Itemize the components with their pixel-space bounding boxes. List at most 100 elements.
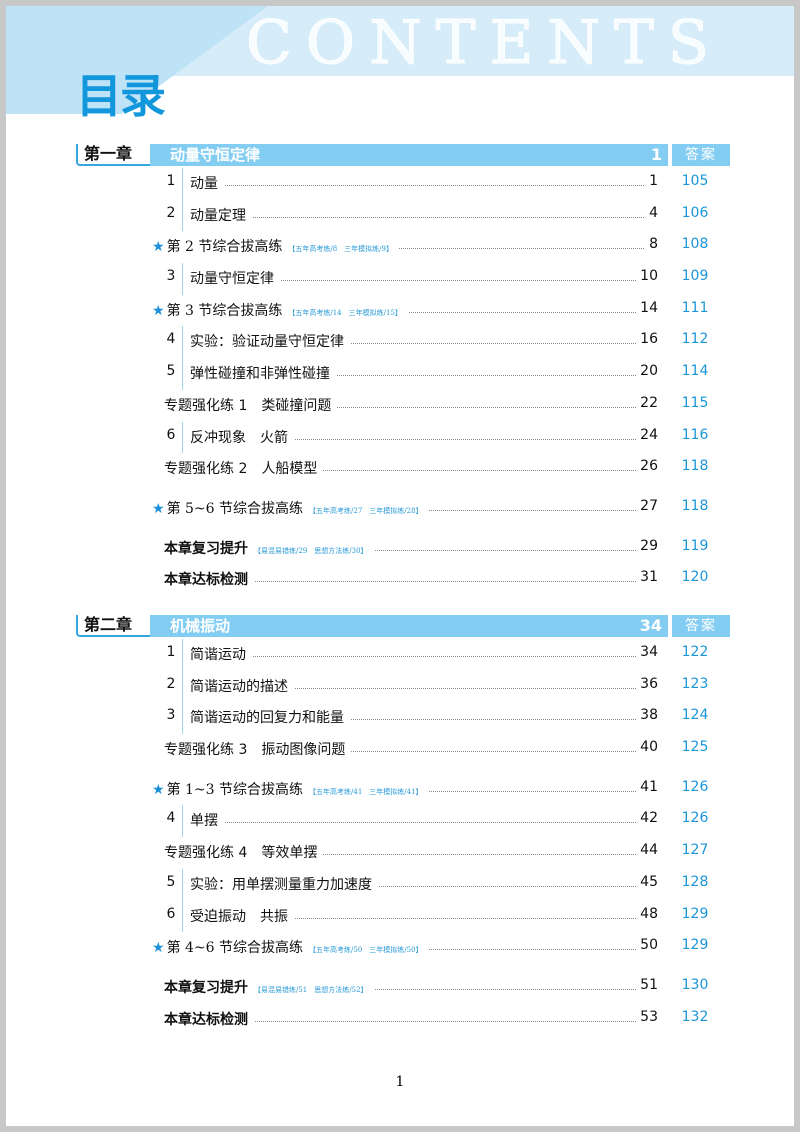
answer-page[interactable]: 112 <box>681 331 709 348</box>
answer-page[interactable]: 129 <box>681 905 709 922</box>
divider <box>182 421 183 454</box>
toc-entry[interactable]: 5 实验：用单摆测量重力加速度 45 128 <box>6 868 794 901</box>
entry-title-text: 第 3 节综合拔高练 <box>166 302 283 319</box>
answer-page[interactable]: 115 <box>681 394 709 411</box>
entry-title-text: 专题强化练 3 振动图像问题 <box>164 742 346 759</box>
entry-title: 弹性碰撞和非弹性碰撞 <box>190 363 336 384</box>
entry-title-text: 第 4~6 节综合拔高练 <box>166 940 304 957</box>
toc-entry[interactable]: 专题强化练 4 等效单摆 44 127 <box>6 837 794 869</box>
dot-leader <box>190 343 654 345</box>
answer-page[interactable]: 122 <box>681 644 709 660</box>
answer-page[interactable]: 105 <box>681 173 709 189</box>
toc-entry[interactable]: 1 简谐运动 34 122 <box>6 639 794 671</box>
dot-leader <box>190 917 654 919</box>
dot-leader <box>190 719 654 721</box>
entry-title-text: 专题强化练 1 类碰撞问题 <box>164 397 332 414</box>
section-number: 6 <box>166 426 176 443</box>
entry-title-text: 第 5~6 节综合拔高练 <box>166 500 304 517</box>
entry-page: 38 <box>636 707 658 724</box>
answer-page[interactable]: 123 <box>681 675 709 692</box>
toc-entry[interactable]: ★ 第 1~3 节综合拔高练 【五年高考练/41 三年模拟练/41】 41 126 <box>6 774 794 806</box>
answer-page[interactable]: 132 <box>681 1008 709 1025</box>
entry-title: 专题强化练 4 等效单摆 <box>164 842 324 863</box>
chapter-title-bar[interactable]: 动量守恒定律 1 <box>150 144 668 166</box>
entry-page: 53 <box>636 1008 658 1025</box>
entry-page: 51 <box>636 976 658 993</box>
answer-page[interactable]: 108 <box>681 236 709 253</box>
answer-page[interactable]: 118 <box>681 458 709 475</box>
entry-title-text: 动量 <box>190 176 218 192</box>
answer-page[interactable]: 126 <box>681 778 709 795</box>
dot-leader <box>190 854 654 856</box>
answer-page[interactable]: 116 <box>681 426 709 443</box>
dot-leader <box>190 185 654 186</box>
toc-entry[interactable]: 专题强化练 3 振动图像问题 40 125 <box>6 734 794 766</box>
entry-page: 27 <box>636 497 658 514</box>
answer-page[interactable]: 119 <box>681 537 709 554</box>
answer-page[interactable]: 118 <box>681 497 709 514</box>
answer-header: 答案 <box>672 615 730 637</box>
entry-page: 42 <box>636 810 658 827</box>
dot-leader <box>190 248 654 250</box>
toc-entry[interactable]: 2 简谐运动的描述 36 123 <box>6 670 794 703</box>
entry-title: ★ 第 5~6 节综合拔高练 【五年高考练/27 三年模拟练/28】 <box>152 497 429 518</box>
answer-page[interactable]: 127 <box>681 842 709 859</box>
answer-page[interactable]: 124 <box>681 707 709 724</box>
entry-title: ★ 第 1~3 节综合拔高练 【五年高考练/41 三年模拟练/41】 <box>152 778 429 799</box>
toc-entry[interactable]: 5 弹性碰撞和非弹性碰撞 20 114 <box>6 358 794 390</box>
chapter-title-bar[interactable]: 机械振动 34 <box>150 615 668 637</box>
answer-page[interactable]: 130 <box>681 976 709 993</box>
star-icon: ★ <box>152 239 165 256</box>
toc-entry[interactable]: ★ 第 4~6 节综合拔高练 【五年高考练/50 三年模拟练/50】 50 129 <box>6 932 794 964</box>
toc-entry[interactable]: ★ 第 2 节综合拔高练 【五年高考练/8 三年模拟练/9】 8 108 <box>6 231 794 263</box>
entry-title-text: 简谐运动的描述 <box>190 678 288 695</box>
toc-entry[interactable]: 3 动量守恒定律 10 109 <box>6 263 794 295</box>
toc-entry[interactable]: 本章复习提升 【易混易错练/29 思想方法练/30】 29 119 <box>6 533 794 565</box>
section-number: 6 <box>166 905 176 922</box>
dot-leader <box>190 687 654 689</box>
entry-page: 8 <box>645 236 658 253</box>
answer-page[interactable]: 114 <box>681 363 709 380</box>
entry-page: 41 <box>636 778 658 795</box>
toc-entry[interactable]: 3 简谐运动的回复力和能量 38 124 <box>6 702 794 735</box>
toc-entry[interactable]: 专题强化练 1 类碰撞问题 22 115 <box>6 390 794 422</box>
toc-entry[interactable]: 6 受迫振动 共振 48 129 <box>6 900 794 933</box>
divider <box>182 263 183 295</box>
entry-title: 实验：验证动量守恒定律 <box>190 331 350 352</box>
answer-page[interactable]: 111 <box>681 299 709 316</box>
toc-entry[interactable]: ★ 第 5~6 节综合拔高练 【五年高考练/27 三年模拟练/28】 27 118 <box>6 493 794 525</box>
entry-title-text: 本章达标检测 <box>164 572 248 589</box>
toc-entry[interactable]: 本章达标检测 31 120 <box>6 564 794 596</box>
answer-page[interactable]: 120 <box>681 569 709 586</box>
answer-page[interactable]: 126 <box>681 810 709 827</box>
star-icon: ★ <box>152 302 165 319</box>
toc-entry[interactable]: 2 动量定理 4 106 <box>6 199 794 232</box>
entry-page: 10 <box>636 268 658 285</box>
entry-title: 本章复习提升 【易混易错练/51 思想方法练/52】 <box>164 976 374 997</box>
toc-entry[interactable]: 专题强化练 2 人船模型 26 118 <box>6 453 794 485</box>
answer-page[interactable]: 125 <box>681 739 709 756</box>
toc-entry[interactable]: 本章复习提升 【易混易错练/51 思想方法练/52】 51 130 <box>6 972 794 1004</box>
divider <box>182 868 183 901</box>
entry-title: 受迫振动 共振 <box>190 905 294 926</box>
toc-entry[interactable]: ★ 第 3 节综合拔高练 【五年高考练/14 三年模拟练/15】 14 111 <box>6 295 794 327</box>
entry-page: 1 <box>645 173 658 189</box>
toc-entry[interactable]: 本章达标检测 53 132 <box>6 1004 794 1036</box>
entry-title: 专题强化练 1 类碰撞问题 <box>164 394 338 415</box>
answer-page[interactable]: 129 <box>681 937 709 954</box>
toc-entry[interactable]: 4 单摆 42 126 <box>6 805 794 838</box>
answer-page[interactable]: 128 <box>681 873 709 890</box>
entry-page: 31 <box>636 569 658 586</box>
dot-leader <box>190 375 654 377</box>
section-number: 5 <box>166 873 176 890</box>
answer-page[interactable]: 109 <box>681 268 709 285</box>
toc-entry[interactable]: 1 动量 1 105 <box>6 168 794 200</box>
answer-page[interactable]: 106 <box>681 204 709 221</box>
entry-title-text: 动量定理 <box>190 207 246 224</box>
toc-entry[interactable]: 6 反冲现象 火箭 24 116 <box>6 421 794 454</box>
toc-entry[interactable]: 4 实验：验证动量守恒定律 16 112 <box>6 326 794 359</box>
page-number: 1 <box>395 1074 405 1090</box>
entry-title: ★ 第 2 节综合拔高练 【五年高考练/8 三年模拟练/9】 <box>152 236 399 257</box>
entry-title: ★ 第 3 节综合拔高练 【五年高考练/14 三年模拟练/15】 <box>152 299 408 320</box>
entry-title: 反冲现象 火箭 <box>190 426 294 447</box>
